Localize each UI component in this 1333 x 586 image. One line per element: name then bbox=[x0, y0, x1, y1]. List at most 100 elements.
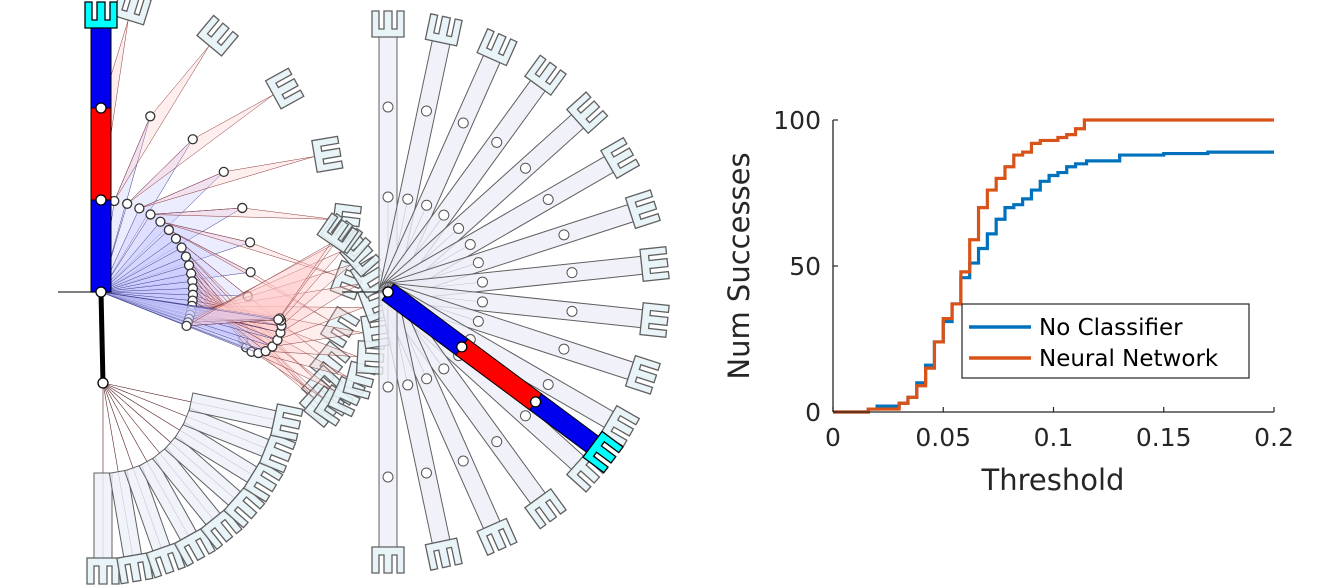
ghost-gripper-icon bbox=[264, 67, 305, 110]
y-tick-label: 100 bbox=[773, 106, 821, 135]
gripper-shape bbox=[565, 91, 609, 135]
series-line-neural-network bbox=[833, 118, 1274, 414]
ghost-wedge bbox=[160, 221, 337, 276]
y-tick-label: 0 bbox=[805, 398, 821, 427]
ghost-joint bbox=[382, 471, 394, 483]
ghost-joint bbox=[519, 410, 531, 422]
ghost-joint bbox=[438, 363, 450, 375]
arm-fan-panel bbox=[342, 10, 670, 574]
gripper-shape bbox=[524, 54, 568, 97]
main-link-1 bbox=[90, 199, 112, 293]
gripper-shape bbox=[222, 485, 266, 529]
ghost-joint bbox=[181, 320, 192, 332]
gripper-shape bbox=[270, 403, 304, 442]
ghost-joint bbox=[244, 237, 256, 248]
ghost-wedge bbox=[139, 156, 315, 209]
ghost-joint bbox=[170, 233, 182, 244]
ghost-joint bbox=[145, 111, 156, 122]
x-axis-label: Threshold bbox=[981, 463, 1125, 497]
ghost-gripper-icon bbox=[86, 557, 120, 585]
success-chart: 0 0.05 0.1 0.15 0.2 0 50 100 Threshold Num Succ… bbox=[722, 106, 1294, 497]
ghost-gripper-icon bbox=[222, 485, 266, 529]
ghost-gripper-icon bbox=[476, 517, 518, 557]
ghost-gripper-icon bbox=[371, 10, 405, 38]
ghost-gripper-icon bbox=[116, 552, 154, 585]
ghost-joint bbox=[187, 134, 198, 145]
gripper-shape bbox=[196, 14, 240, 57]
ghost-gripper-icon bbox=[196, 14, 240, 57]
ghost-wedge bbox=[150, 207, 334, 220]
x-tick-label: 0.05 bbox=[915, 423, 971, 452]
ghost-gripper-icon bbox=[173, 527, 216, 568]
ghost-joint bbox=[566, 305, 578, 317]
gripper-shape bbox=[639, 302, 670, 338]
gripper-shape bbox=[319, 305, 361, 349]
x-tick-label: 0.2 bbox=[1254, 423, 1294, 452]
ghost-joint bbox=[457, 117, 469, 129]
chart-series-group bbox=[833, 118, 1274, 414]
ghost-joint bbox=[464, 239, 476, 250]
vertical-link bbox=[98, 291, 106, 384]
gripper-shape bbox=[116, 552, 154, 585]
base-joint bbox=[382, 286, 394, 298]
end-effector-gripper-icon bbox=[84, 1, 118, 29]
ghost-joint bbox=[476, 296, 488, 308]
ghost-gripper-icon bbox=[199, 508, 243, 551]
ghost-joint bbox=[491, 136, 503, 148]
joint-1 bbox=[456, 341, 468, 353]
ghost-joint bbox=[558, 229, 570, 241]
joint-2 bbox=[95, 194, 107, 206]
legend-label-no-classifier: No Classifier bbox=[1039, 315, 1183, 341]
gripper-shape bbox=[599, 404, 641, 448]
legend: No Classifier Neural Network bbox=[961, 303, 1250, 379]
gripper-shape bbox=[258, 432, 297, 474]
ghost-gripper-icon bbox=[145, 541, 186, 579]
gripper-shape bbox=[242, 460, 284, 503]
gripper-shape bbox=[424, 537, 463, 571]
gripper-shape bbox=[624, 354, 662, 395]
ghost-gripper-icon bbox=[639, 302, 670, 338]
ghost-gripper-icon bbox=[624, 189, 662, 230]
ghost-joint bbox=[491, 436, 503, 448]
ghost-gripper-icon bbox=[270, 403, 304, 442]
ghost-link-body bbox=[93, 472, 113, 559]
ghost-joint bbox=[542, 194, 554, 205]
gripper-shape bbox=[264, 67, 305, 110]
gripper-shape bbox=[639, 246, 670, 282]
ghost-gripper-icon bbox=[424, 537, 463, 571]
ghost-joint bbox=[438, 209, 450, 221]
gripper-shape bbox=[624, 189, 662, 230]
joint-3 bbox=[95, 102, 107, 114]
x-tick-label: 0.15 bbox=[1136, 423, 1192, 452]
main-link-3 bbox=[90, 27, 112, 109]
ghost-gripper-icon bbox=[258, 432, 297, 474]
ghost-joint bbox=[382, 191, 394, 203]
gripper-shape bbox=[84, 1, 118, 29]
arm-trajectory-panel bbox=[58, 0, 395, 585]
legend-label-neural-network: Neural Network bbox=[1039, 346, 1219, 372]
ghost-joint bbox=[453, 222, 465, 234]
ghost-gripper-icon bbox=[316, 212, 360, 254]
ghost-gripper-icon bbox=[639, 246, 670, 282]
ghost-joint bbox=[267, 341, 278, 352]
ghost-gripper-icon bbox=[565, 91, 609, 135]
gripper-shape bbox=[173, 527, 216, 568]
y-axis-label: Num Successes bbox=[722, 152, 756, 379]
ghost-joint bbox=[134, 203, 145, 214]
ghost-joint bbox=[218, 166, 229, 177]
ghost-gripper-icon bbox=[371, 546, 405, 574]
gripper-shape bbox=[145, 541, 186, 579]
gripper-shape bbox=[476, 27, 518, 67]
ghost-gripper-icon bbox=[524, 487, 568, 530]
ghost-joint bbox=[382, 101, 394, 113]
x-tick-label: 0 bbox=[825, 423, 841, 452]
ghost-joint bbox=[421, 373, 433, 385]
legend-box bbox=[961, 303, 1250, 379]
lower-joint bbox=[97, 377, 109, 389]
ghost-joint bbox=[472, 315, 484, 327]
ghost-joint bbox=[420, 105, 432, 117]
ghost-joint bbox=[237, 202, 248, 214]
main-link-2 bbox=[90, 107, 112, 201]
ghost-joint bbox=[457, 455, 469, 467]
ghost-gripper-icon bbox=[524, 54, 568, 97]
